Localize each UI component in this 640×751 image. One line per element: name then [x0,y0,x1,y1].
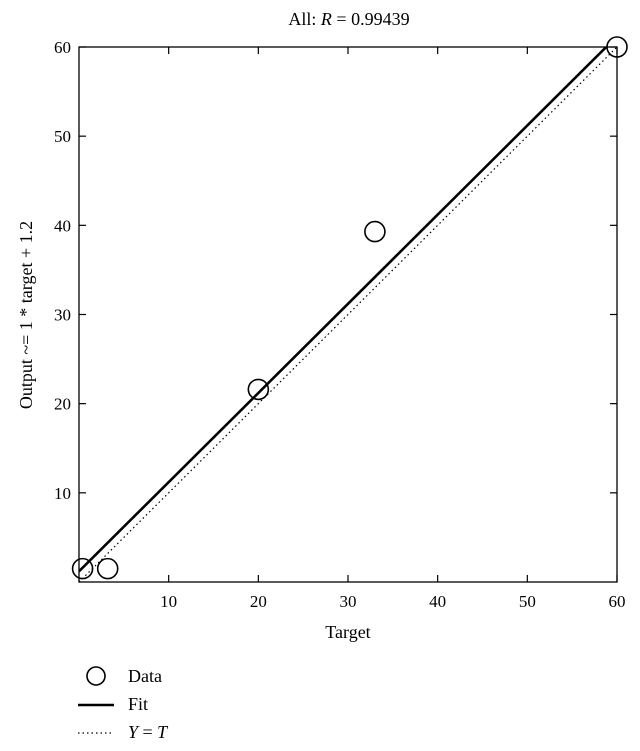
legend-fit-label: Fit [128,694,148,714]
x-tick-label: 30 [340,592,357,611]
data-point [71,557,94,580]
title-variable: R [320,9,332,29]
identity-line [79,47,617,582]
legend-data-marker [86,666,106,686]
svg-text:All: R = 0.99439: All: R = 0.99439 [288,9,409,29]
fit-line [79,47,608,573]
y-tick-label: 60 [54,38,71,57]
y-tick-label: 30 [54,306,71,325]
y-tick-label: 20 [54,395,71,414]
legend-identity-label: Y = T [128,722,169,742]
chart-title: All: R = 0.99439 [288,9,409,29]
x-tick-label: 20 [250,592,267,611]
title-prefix: All: [288,9,321,29]
legend-data-label: Data [128,666,162,686]
y-tick-label: 50 [54,127,71,146]
x-tick-label: 50 [519,592,536,611]
y-tick-label: 40 [54,216,71,235]
y-tick-label: 10 [54,484,71,503]
x-tick-label: 40 [429,592,446,611]
x-axis-label: Target [325,622,370,642]
data-point [96,557,119,580]
y-axis-label: Output ~= 1 * target + 1.2 [16,221,36,409]
title-value: = 0.99439 [332,9,410,29]
data-point [247,378,270,401]
data-point [364,220,386,243]
x-tick-label: 60 [609,592,626,611]
legend: Data Fit Y = T [78,666,169,742]
x-tick-label: 10 [160,592,177,611]
